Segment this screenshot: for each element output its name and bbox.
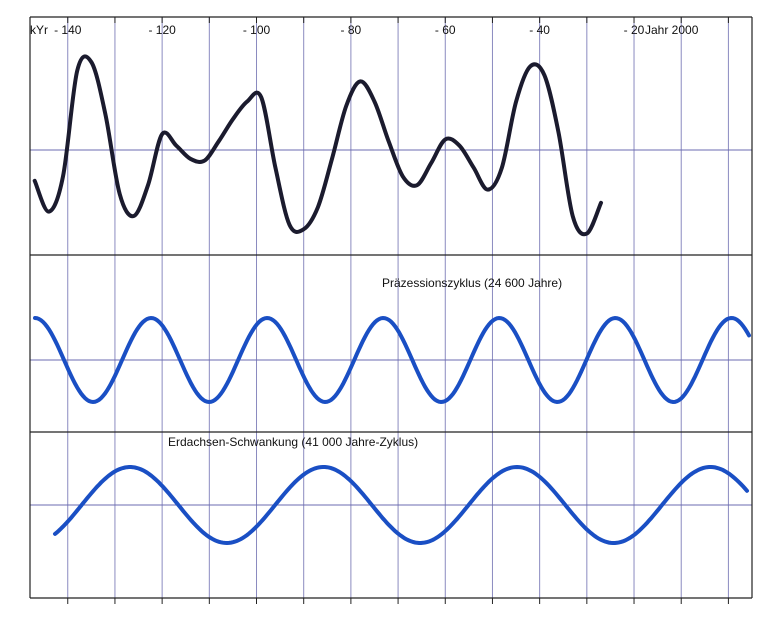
x-tick-label: - 140 — [54, 23, 82, 37]
x-axis-ticks — [67, 17, 729, 604]
x-tick-label: - 20 — [624, 23, 645, 37]
x-tick-label: - 120 — [148, 23, 176, 37]
chart-frame — [29, 16, 753, 599]
x-tick-label: - 40 — [529, 23, 550, 37]
x-axis-end-label: Jahr 2000 — [645, 23, 699, 37]
precession-cycle-label: Präzessionszyklus (24 600 Jahre) — [382, 276, 562, 290]
series-lines — [32, 54, 751, 546]
x-tick-label: - 60 — [435, 23, 456, 37]
precession-curve — [33, 315, 751, 405]
x-tick-labels: - 140 - 120 - 100 - 80 - 60 - 40 - 20 — [54, 23, 645, 37]
obliquity-cycle-label: Erdachsen-Schwankung (41 000 Jahre-Zyklu… — [168, 435, 418, 449]
x-tick-label: - 80 — [341, 23, 362, 37]
vertical-gridlines — [67, 17, 729, 598]
x-unit-label: kYr — [30, 23, 48, 37]
obliquity-curve — [53, 464, 749, 546]
x-tick-label: - 100 — [243, 23, 271, 37]
climate-curve — [32, 54, 603, 237]
